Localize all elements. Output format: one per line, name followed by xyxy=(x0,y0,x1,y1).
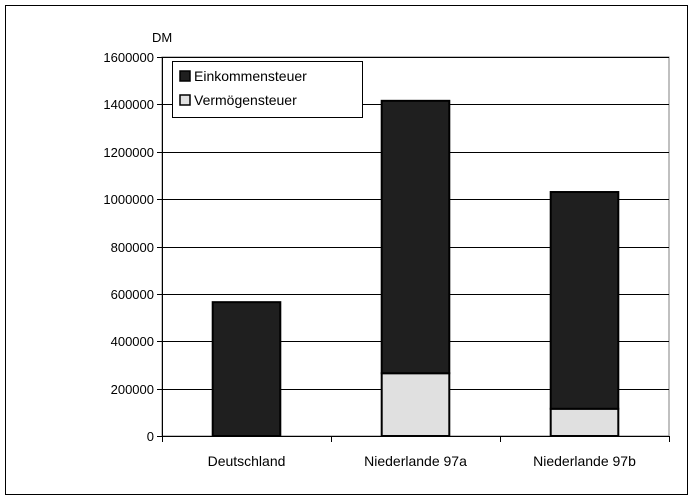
axes: 0 200000 400000 600000 800000 1000000 1200000 1… xyxy=(103,50,670,469)
bar-segment xyxy=(380,372,451,437)
bar-segment xyxy=(211,301,282,437)
legend-label: Vermögensteuer xyxy=(194,92,297,108)
y-unit-label: DM xyxy=(152,30,172,45)
y-tick-label: 800000 xyxy=(111,240,154,255)
bar-segment xyxy=(549,407,620,437)
y-tick-label: 1000000 xyxy=(103,192,154,207)
legend-swatch xyxy=(179,70,191,82)
y-tick-label: 1200000 xyxy=(103,145,154,160)
bars xyxy=(211,99,620,437)
y-tick-label: 400000 xyxy=(111,334,154,349)
bar-segment xyxy=(549,191,620,410)
y-tick-label: 1400000 xyxy=(103,97,154,112)
y-tick-label: 1600000 xyxy=(103,50,154,65)
legend-swatch xyxy=(179,94,191,106)
y-tick-label: 600000 xyxy=(111,287,154,302)
x-category-label: Niederlande 97a xyxy=(364,453,467,469)
y-tick-label: 0 xyxy=(147,429,154,444)
legend-box xyxy=(172,61,363,118)
legend-label: Einkommensteuer xyxy=(194,68,307,84)
x-category-label: Deutschland xyxy=(208,453,286,469)
legend: Einkommensteuer Vermögensteuer xyxy=(172,61,363,118)
x-category-label: Niederlande 97b xyxy=(533,453,636,469)
bar-segment xyxy=(380,99,451,375)
y-tick-label: 200000 xyxy=(111,382,154,397)
